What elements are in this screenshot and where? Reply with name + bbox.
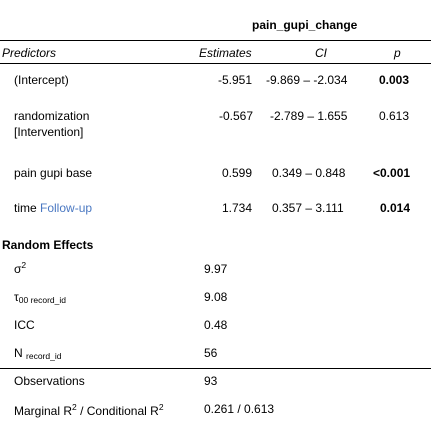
r2-conditional-sup: 2 xyxy=(158,402,164,412)
row-intercept-estimate: -5.951 xyxy=(218,73,253,87)
n-subscript: record_id xyxy=(26,351,62,361)
observations-label: Observations xyxy=(14,374,85,388)
header-ci: CI xyxy=(315,46,327,60)
header-estimates: Estimates xyxy=(199,46,252,60)
sigma2-value: 9.97 xyxy=(204,262,228,276)
row-intercept-p: 0.003 xyxy=(379,73,410,87)
header-predictors: Predictors xyxy=(2,46,57,60)
tau-subscript: 00 record_id xyxy=(18,295,67,305)
sigma-superscript: 2 xyxy=(21,260,27,270)
r2-value: 0.261 / 0.613 xyxy=(204,402,275,416)
row-randomization-ci: -2.789 – 1.655 xyxy=(270,109,348,123)
sigma2-label: σ2 xyxy=(14,260,26,276)
tau00-value: 9.08 xyxy=(204,290,228,304)
row-pain-gupi-base-ci: 0.349 – 0.848 xyxy=(272,166,346,180)
row-pain-gupi-base-predictor: pain gupi base xyxy=(14,166,93,180)
row-randomization-estimate: -0.567 xyxy=(219,109,254,123)
icc-label: ICC xyxy=(14,318,35,332)
row-randomization-predictor-line2: [Intervention] xyxy=(14,125,84,139)
row-time-predictor: time Follow-up xyxy=(14,201,92,215)
observations-rule xyxy=(0,368,431,369)
row-time-level: Follow-up xyxy=(40,201,93,215)
row-randomization-predictor-line1: randomization xyxy=(14,109,90,123)
header-rule xyxy=(0,40,431,41)
row-time-ci: 0.357 – 3.111 xyxy=(272,201,344,215)
icc-value: 0.48 xyxy=(204,318,228,332)
sigma-symbol: σ xyxy=(14,262,22,276)
tau00-label: τ00 record_id xyxy=(14,290,66,305)
header-p: p xyxy=(394,46,401,60)
n-symbol: N xyxy=(14,346,23,360)
r2-marginal: Marginal R xyxy=(14,404,73,418)
row-time-p: 0.014 xyxy=(380,201,411,215)
row-time-prefix: time xyxy=(14,201,37,215)
tau-symbol: τ xyxy=(14,290,19,304)
dependent-variable-title: pain_gupi_change xyxy=(252,18,358,32)
row-intercept-ci: -9.869 – -2.034 xyxy=(266,73,348,87)
n-value: 56 xyxy=(204,346,218,360)
row-time-estimate: 1.734 xyxy=(222,201,253,215)
row-pain-gupi-base-estimate: 0.599 xyxy=(222,166,253,180)
row-pain-gupi-base-p: <0.001 xyxy=(373,166,411,180)
observations-value: 93 xyxy=(204,374,218,388)
header-bottom-rule xyxy=(0,63,431,64)
r2-marginal-sup: 2 xyxy=(72,402,77,412)
row-intercept-predictor: (Intercept) xyxy=(14,73,69,87)
n-label: N record_id xyxy=(14,346,61,361)
row-randomization-p: 0.613 xyxy=(379,109,410,123)
random-effects-title: Random Effects xyxy=(2,238,94,252)
r2-label: Marginal R2 / Conditional R2 xyxy=(14,402,164,418)
r2-conditional: / Conditional R xyxy=(76,404,159,418)
